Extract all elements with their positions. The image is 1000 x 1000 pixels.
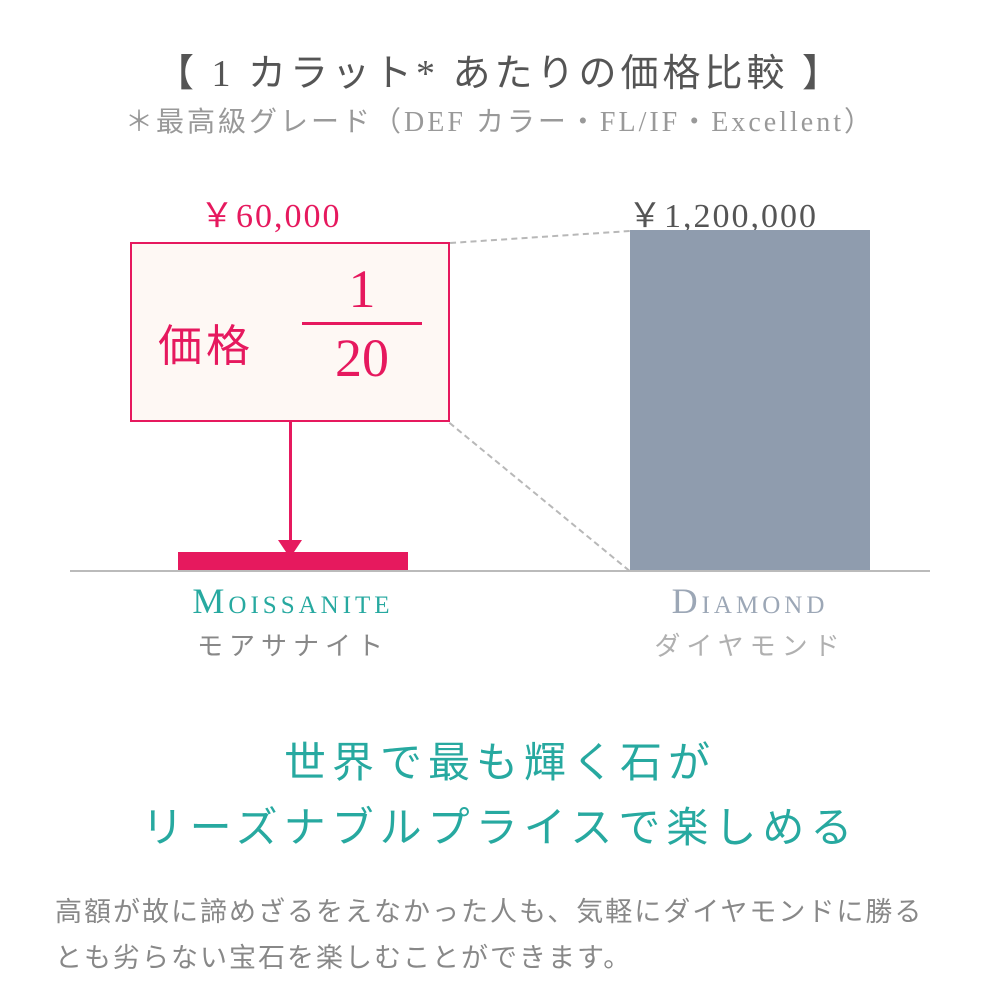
category-moissanite: Moissanite モアサナイト bbox=[143, 580, 443, 663]
infographic-root: 【 1 カラット* あたりの価格比較 】 ＊最高級グレード（DEF カラー・FL… bbox=[0, 0, 1000, 1000]
fraction-numerator: 1 bbox=[302, 262, 422, 316]
fraction-denominator: 20 bbox=[302, 331, 422, 385]
category-jp-moissanite: モアサナイト bbox=[143, 626, 443, 663]
page-title: 【 1 カラット* あたりの価格比較 】 bbox=[0, 42, 1000, 97]
bar-moissanite bbox=[178, 552, 408, 570]
price-label-moissanite: ￥60,000 bbox=[200, 188, 342, 237]
dashed-connector-bottom bbox=[449, 422, 630, 572]
fraction-line bbox=[302, 322, 422, 325]
chart-baseline bbox=[70, 570, 930, 572]
page-subtitle: ＊最高級グレード（DEF カラー・FL/IF・Excellent） bbox=[0, 100, 1000, 140]
price-ratio-callout: 価格 1 20 bbox=[130, 242, 450, 422]
bar-diamond bbox=[630, 230, 870, 570]
category-jp-diamond: ダイヤモンド bbox=[600, 626, 900, 663]
category-en-diamond: Diamond bbox=[600, 580, 900, 622]
tagline-line1: 世界で最も輝く石が bbox=[284, 741, 716, 787]
price-chart: ￥60,000 ￥1,200,000 価格 1 20 Moissanite モア… bbox=[70, 170, 930, 580]
tagline: 世界で最も輝く石が リーズナブルプライスで楽しめる bbox=[0, 732, 1000, 862]
callout-arrow-stem bbox=[289, 422, 292, 542]
callout-fraction: 1 20 bbox=[302, 262, 422, 385]
callout-label: 価格 bbox=[158, 310, 254, 374]
body-copy: 高額が故に諦めざるをえなかった人も、気軽にダイヤモンドに勝るとも劣らない宝石を楽… bbox=[55, 890, 945, 982]
tagline-line2: リーズナブルプライスで楽しめる bbox=[142, 806, 859, 852]
dashed-connector-top bbox=[450, 230, 630, 244]
category-en-moissanite: Moissanite bbox=[143, 580, 443, 622]
category-diamond: Diamond ダイヤモンド bbox=[600, 580, 900, 663]
